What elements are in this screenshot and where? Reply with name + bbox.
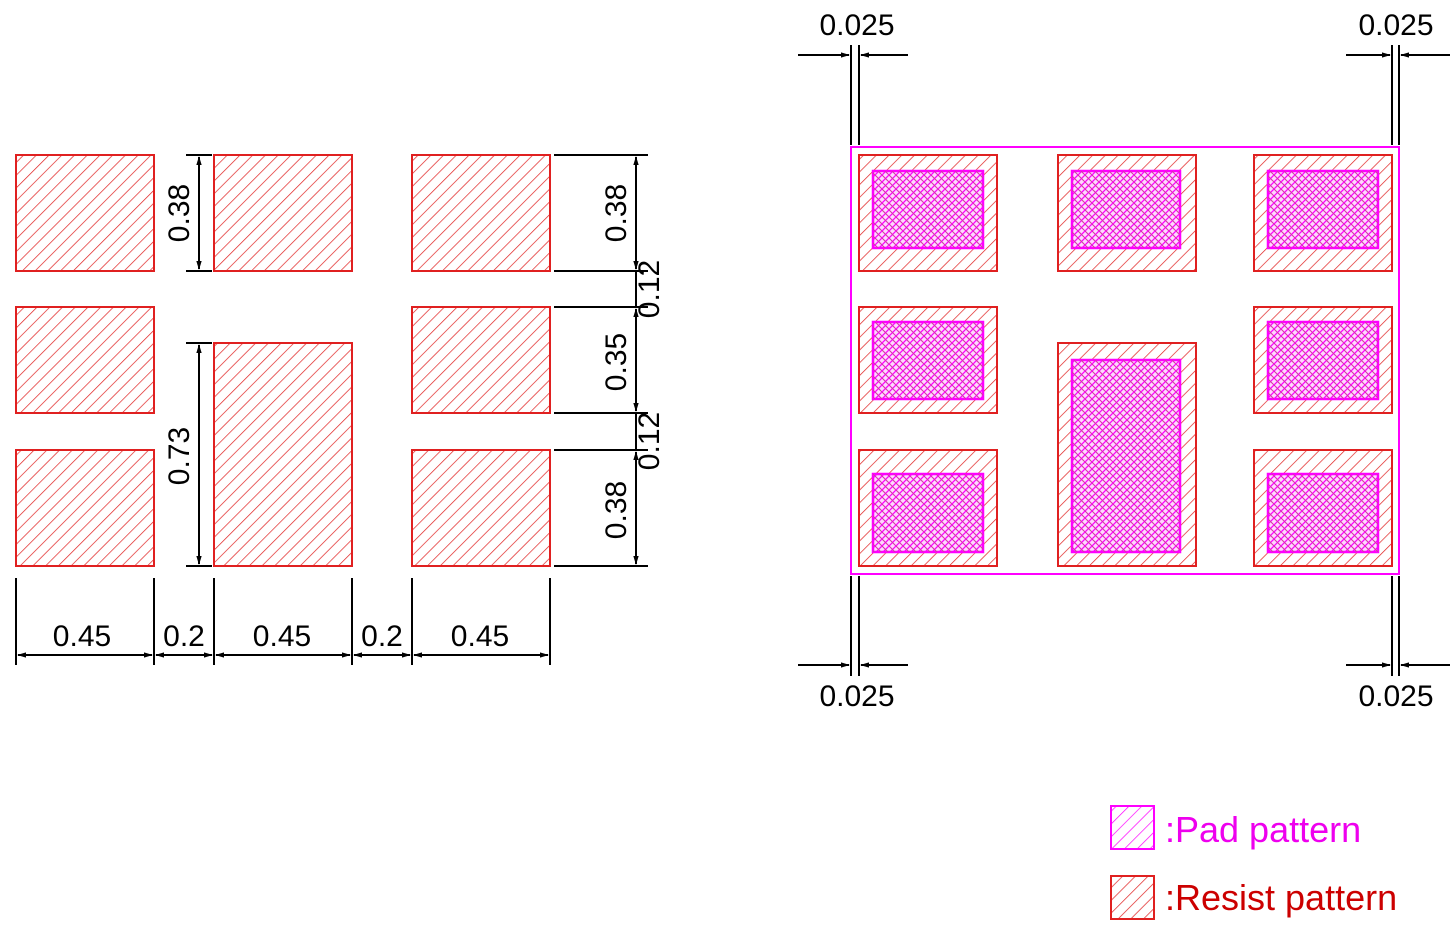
dim-right-top-height: 0.38: [600, 184, 633, 242]
dim-center-tall-height: 0.73: [163, 427, 196, 485]
resist-pad-right-bottom: [411, 449, 551, 567]
dim-gap-1: 0.2: [163, 620, 205, 653]
legend-resist-label: :Resist pattern: [1165, 877, 1397, 918]
offset-dimensions: [798, 45, 1450, 676]
center-vertical-dimensions: [186, 154, 212, 567]
resist-pattern-swatch-icon: [1110, 875, 1155, 920]
legend-pad-label: :Pad pattern: [1165, 809, 1361, 850]
pad-right-bottom-hatch: [1268, 474, 1378, 552]
resist-pad-left-middle: [15, 306, 155, 414]
pad-patterns: [871, 169, 1380, 554]
resist-pad-center-top: [213, 154, 353, 272]
resist-pad-right-top: [411, 154, 551, 272]
offset-bottom-left: 0.025: [819, 680, 894, 713]
pad-outline-boundary: [850, 146, 1400, 575]
legend: :Pad pattern :Resist pattern: [1110, 805, 1397, 920]
dim-center-top-height: 0.38: [163, 184, 196, 242]
dim-width-2: 0.45: [253, 620, 311, 653]
dim-width-1: 0.45: [53, 620, 111, 653]
pad-left-top-hatch: [873, 171, 983, 248]
dim-right-bottom-height: 0.38: [600, 481, 633, 539]
pad-pattern-swatch-icon: [1110, 805, 1155, 850]
resist-pad-center-tall: [213, 342, 353, 567]
resist-layout: 0.45 0.2 0.45 0.2 0.45 0.38 0.73: [15, 154, 666, 665]
dim-gap-upper: 0.12: [633, 260, 666, 318]
dim-width-3: 0.45: [451, 620, 509, 653]
pad-and-resist-layout: 0.025 0.025 0.025 0.025: [798, 9, 1450, 713]
offset-top-right: 0.025: [1358, 9, 1433, 42]
pad-left-bottom-hatch: [873, 474, 983, 552]
resist-pad-left-top: [15, 154, 155, 272]
resist-pads: [15, 154, 551, 567]
pad-center-top-hatch: [1072, 171, 1180, 248]
horizontal-dimensions: [15, 578, 551, 665]
pad-right-middle-hatch: [1268, 322, 1378, 399]
dim-right-middle-height: 0.35: [600, 333, 633, 391]
resist-pad-right-middle: [411, 306, 551, 414]
resist-pad-left-bottom: [15, 449, 155, 567]
offset-bottom-right: 0.025: [1358, 680, 1433, 713]
dim-gap-2: 0.2: [361, 620, 403, 653]
right-vertical-dimensions: [554, 154, 648, 567]
pad-center-tall-hatch: [1072, 360, 1180, 552]
offset-top-left: 0.025: [819, 9, 894, 42]
pad-right-top-hatch: [1268, 171, 1378, 248]
pad-left-middle-hatch: [873, 322, 983, 399]
dim-gap-lower: 0.12: [633, 412, 666, 470]
